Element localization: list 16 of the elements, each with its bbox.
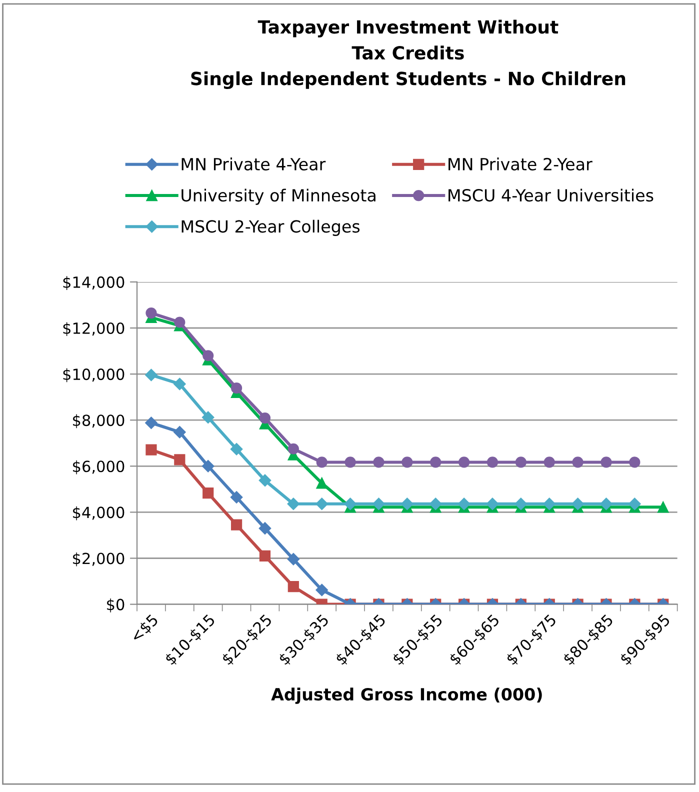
y-tick-label: $0 — [107, 598, 124, 612]
y-tick-label: $6,000 — [73, 460, 124, 474]
y-tick-label: $14,000 — [63, 276, 124, 290]
legend-label: MSCU 4-Year Universities — [448, 188, 654, 202]
y-tick-label: $12,000 — [63, 322, 124, 336]
y-tick-label: $10,000 — [63, 368, 124, 382]
legend-label: MN Private 2-Year — [448, 158, 592, 170]
legend-label: MN Private 4-Year — [182, 158, 326, 170]
y-tick-label: $8,000 — [73, 414, 124, 428]
x-axis-title: Adjusted Gross Income (000) — [271, 688, 542, 704]
chart-title: Taxpayer Investment Without Tax Credits Single Independent Students - No Children — [191, 20, 626, 89]
legend-label: University of Minnesota — [182, 188, 376, 205]
x-tick-label: <$5 — [130, 614, 160, 644]
legend-label: MSCU 2-Year Colleges — [182, 220, 360, 236]
y-tick-label: $2,000 — [73, 552, 124, 566]
y-tick-label: $4,000 — [73, 506, 124, 520]
